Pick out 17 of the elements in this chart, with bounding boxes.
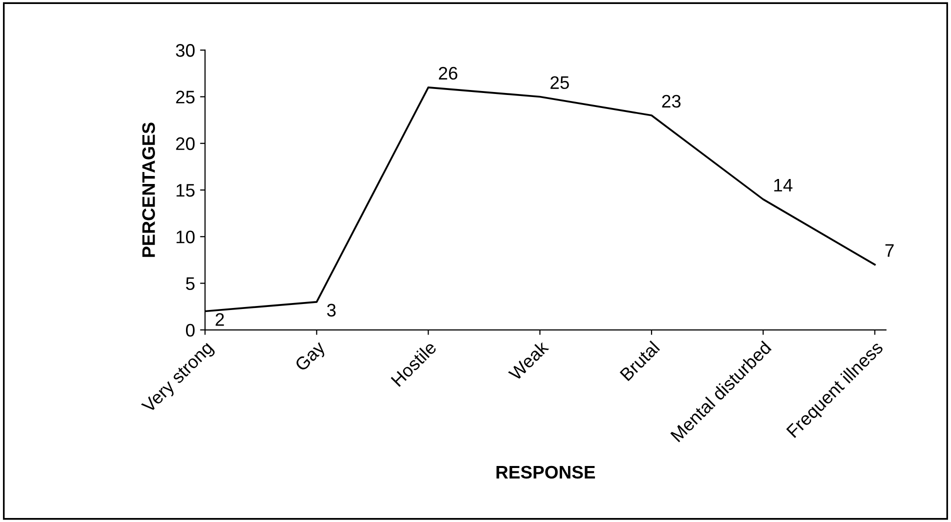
x-tick-label: Gay [294, 340, 329, 374]
data-label: 26 [438, 66, 458, 80]
data-label: 7 [885, 244, 894, 257]
y-tick-label: 15 [176, 184, 195, 197]
y-axis-title: PERCENTAGES [142, 122, 155, 257]
y-tick-label: 30 [176, 44, 195, 57]
y-tick-label: 0 [186, 324, 195, 337]
y-tick-label: 10 [176, 230, 195, 244]
y-tick-label: 25 [176, 90, 195, 104]
x-axis-title: RESPONSE [496, 466, 595, 479]
data-label: 23 [662, 94, 681, 108]
data-label: 25 [550, 76, 569, 90]
data-label: 3 [327, 304, 336, 317]
data-label: 2 [216, 313, 224, 326]
y-tick-label: 5 [186, 277, 195, 290]
data-label: 14 [774, 179, 792, 192]
y-tick-label: 20 [176, 137, 195, 150]
